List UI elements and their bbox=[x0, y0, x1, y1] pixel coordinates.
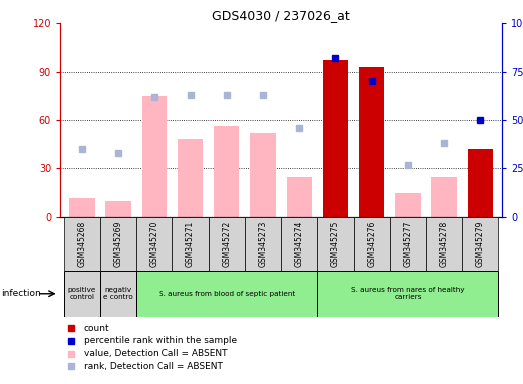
Text: positive
control: positive control bbox=[67, 287, 96, 300]
Bar bbox=[64, 217, 100, 271]
Text: negativ
e contro: negativ e contro bbox=[103, 287, 133, 300]
Bar bbox=[287, 177, 312, 217]
Bar bbox=[69, 198, 95, 217]
Text: GSM345269: GSM345269 bbox=[113, 221, 122, 267]
Bar bbox=[136, 271, 317, 317]
Bar bbox=[136, 217, 173, 271]
Bar bbox=[431, 177, 457, 217]
Text: GSM345275: GSM345275 bbox=[331, 221, 340, 267]
Text: GSM345268: GSM345268 bbox=[77, 221, 86, 267]
Bar bbox=[209, 217, 245, 271]
Bar bbox=[245, 217, 281, 271]
Text: GSM345271: GSM345271 bbox=[186, 221, 195, 267]
Text: GSM345278: GSM345278 bbox=[440, 221, 449, 267]
Bar bbox=[359, 67, 384, 217]
Text: S. aureus from nares of healthy
carriers: S. aureus from nares of healthy carriers bbox=[351, 287, 464, 300]
Bar bbox=[390, 217, 426, 271]
Text: GSM345277: GSM345277 bbox=[403, 221, 413, 267]
Text: count: count bbox=[84, 324, 109, 333]
Text: GSM345279: GSM345279 bbox=[476, 221, 485, 267]
Text: GSM345273: GSM345273 bbox=[258, 221, 267, 267]
Bar bbox=[426, 217, 462, 271]
Bar bbox=[100, 217, 136, 271]
Bar bbox=[214, 126, 240, 217]
Bar bbox=[395, 193, 420, 217]
Bar bbox=[354, 217, 390, 271]
Text: percentile rank within the sample: percentile rank within the sample bbox=[84, 336, 237, 346]
Bar bbox=[468, 149, 493, 217]
Text: GSM345276: GSM345276 bbox=[367, 221, 376, 267]
Bar bbox=[173, 217, 209, 271]
Bar bbox=[462, 217, 498, 271]
Text: GSM345274: GSM345274 bbox=[295, 221, 304, 267]
Bar bbox=[323, 60, 348, 217]
Bar bbox=[100, 271, 136, 317]
Title: GDS4030 / 237026_at: GDS4030 / 237026_at bbox=[212, 9, 350, 22]
Bar bbox=[251, 133, 276, 217]
Bar bbox=[106, 201, 131, 217]
Bar bbox=[317, 217, 354, 271]
Text: rank, Detection Call = ABSENT: rank, Detection Call = ABSENT bbox=[84, 362, 223, 371]
Text: S. aureus from blood of septic patient: S. aureus from blood of septic patient bbox=[158, 291, 295, 297]
Bar bbox=[178, 139, 203, 217]
Text: GSM345272: GSM345272 bbox=[222, 221, 231, 267]
Text: infection: infection bbox=[1, 289, 41, 298]
Text: GSM345270: GSM345270 bbox=[150, 221, 159, 267]
Bar bbox=[281, 217, 317, 271]
Bar bbox=[64, 271, 100, 317]
Bar bbox=[317, 271, 498, 317]
Bar bbox=[142, 96, 167, 217]
Text: value, Detection Call = ABSENT: value, Detection Call = ABSENT bbox=[84, 349, 227, 358]
